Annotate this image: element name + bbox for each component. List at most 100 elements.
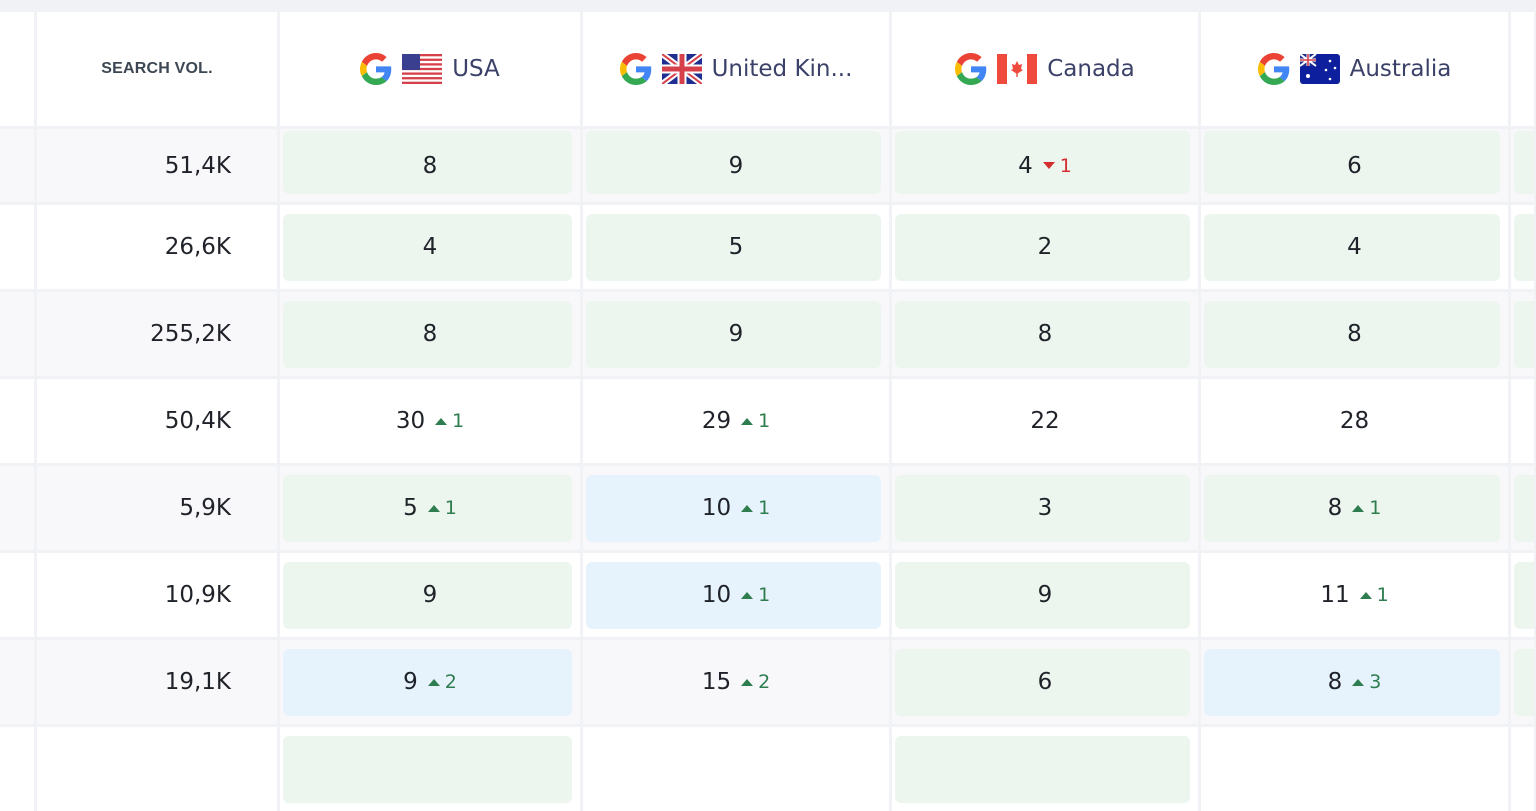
position-cell[interactable]: 9 (892, 553, 1198, 637)
position-value: 15 (701, 669, 732, 695)
position-cell[interactable]: 10 1 (583, 553, 889, 637)
position-cell[interactable] (892, 727, 1198, 811)
column-header-australia[interactable]: Australia (1201, 12, 1508, 126)
position-change-value: 1 (444, 497, 457, 519)
position-change: 1 (741, 584, 770, 606)
caret-up-icon (435, 417, 448, 425)
position-cell[interactable]: 4 (280, 205, 580, 289)
position-badge (586, 562, 881, 629)
position-badge (1514, 649, 1534, 716)
canada-flag-icon (997, 54, 1038, 84)
position-cell[interactable]: 11 1 (1201, 553, 1508, 637)
country-label: Canada (1047, 56, 1135, 82)
position-cell[interactable]: 10 1 (583, 466, 889, 550)
column-header-canada[interactable]: Canada (892, 12, 1198, 126)
caret-up-icon (741, 504, 754, 512)
row-left-partial (0, 640, 34, 724)
search-volume-value: 5,9K (179, 495, 231, 521)
position-cell[interactable]: 8 (280, 292, 580, 376)
position-cell[interactable] (583, 727, 889, 811)
row-left-partial (0, 379, 34, 463)
caret-up-icon (427, 504, 440, 512)
position-badge (283, 301, 572, 368)
search-volume-cell: 5,9K (37, 466, 277, 550)
position-cell[interactable]: 5 (583, 205, 889, 289)
position-change: 1 (427, 497, 457, 519)
country-label: Australia (1349, 56, 1452, 82)
position-value: 29 (701, 408, 732, 434)
column-header-search-volume[interactable]: SEARCH VOL. (37, 12, 277, 126)
position-value: 22 (1030, 408, 1060, 434)
position-cell[interactable]: 9 (583, 129, 889, 202)
position-change-value: 1 (1376, 584, 1389, 606)
search-volume-value: 50,4K (164, 408, 231, 434)
position-value: 28 (1339, 408, 1370, 434)
google-icon (955, 53, 987, 85)
search-volume-cell: 255,2K (37, 292, 277, 376)
position-cell[interactable]: 30 1 (280, 379, 580, 463)
row-right-partial (1511, 379, 1534, 463)
row-right-partial (1511, 727, 1534, 811)
position-cell[interactable]: 6 (892, 640, 1198, 724)
position-cell[interactable]: 8 (280, 129, 580, 202)
search-volume-value: 51,4K (164, 152, 231, 179)
column-header-uk[interactable]: United Kin... (583, 12, 889, 126)
position-value: 5 (728, 234, 744, 260)
australia-flag-icon (1299, 54, 1340, 84)
position-cell[interactable]: 28 (1201, 379, 1508, 463)
position-change-value: 1 (758, 410, 771, 432)
google-icon (360, 53, 392, 85)
row-left-partial (0, 205, 34, 289)
search-volume-cell: 51,4K (37, 129, 277, 202)
position-change: 2 (427, 671, 457, 693)
position-cell[interactable] (280, 727, 580, 811)
position-badge (283, 214, 572, 281)
position-cell[interactable]: 8 (892, 292, 1198, 376)
position-value: 9 (1037, 582, 1053, 608)
position-cell[interactable]: 22 (892, 379, 1198, 463)
position-cell[interactable]: 4 (1201, 205, 1508, 289)
position-cell[interactable]: 8 (1201, 292, 1508, 376)
header-right-partial (1511, 12, 1534, 126)
position-cell[interactable]: 9 (583, 292, 889, 376)
position-change: 3 (1352, 671, 1381, 693)
position-value: 9 (422, 582, 438, 608)
position-change-value: 1 (452, 410, 465, 432)
position-value: 4 (422, 234, 438, 260)
position-badge (1204, 214, 1500, 281)
position-badge (283, 562, 572, 629)
position-badge (1204, 649, 1500, 716)
position-change: 1 (741, 410, 770, 432)
search-volume-cell: 10,9K (37, 553, 277, 637)
position-badge (895, 214, 1190, 281)
position-value: 8 (1327, 495, 1343, 521)
row-right-partial (1511, 205, 1534, 289)
position-value: 11 (1320, 582, 1350, 608)
position-change-value: 1 (758, 497, 771, 519)
position-change: 1 (1042, 155, 1072, 177)
row-right-partial (1511, 292, 1534, 376)
position-cell[interactable] (1201, 727, 1508, 811)
position-cell[interactable]: 2 (892, 205, 1198, 289)
position-cell[interactable]: 3 (892, 466, 1198, 550)
search-volume-cell: 19,1K (37, 640, 277, 724)
position-badge (283, 736, 572, 803)
position-cell[interactable]: 9 (280, 553, 580, 637)
position-cell[interactable]: 15 2 (583, 640, 889, 724)
position-cell[interactable]: 6 (1201, 129, 1508, 202)
column-header-us[interactable]: USA (280, 12, 580, 126)
position-value: 9 (728, 321, 744, 347)
position-cell[interactable]: 29 1 (583, 379, 889, 463)
position-badge (283, 649, 572, 716)
caret-up-icon (427, 678, 440, 686)
position-value: 8 (422, 321, 438, 347)
position-badge (895, 301, 1190, 368)
search-volume-value: 26,6K (164, 234, 231, 260)
position-value: 4 (1018, 152, 1033, 179)
country-label: USA (452, 56, 500, 82)
